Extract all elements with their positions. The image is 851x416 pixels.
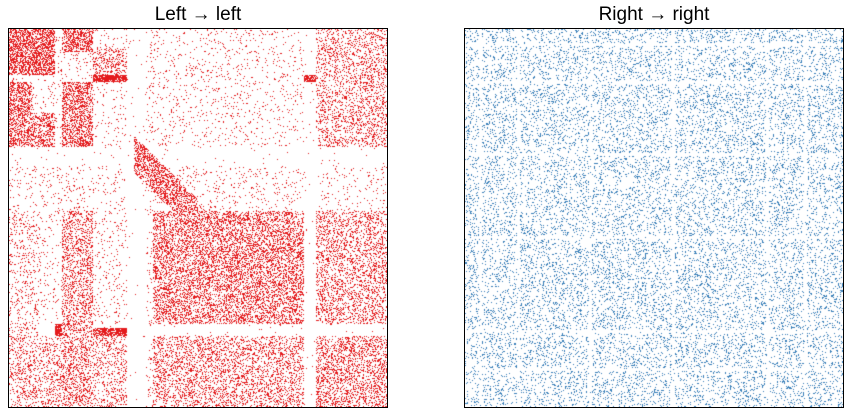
left-panel: Left → left	[8, 0, 388, 416]
right-adjacency-plot	[464, 28, 844, 408]
left-adjacency-dots	[9, 29, 387, 407]
right-panel: Right → right	[464, 0, 844, 416]
right-panel-title: Right → right	[598, 4, 710, 25]
right-adjacency-dots	[465, 29, 843, 407]
left-adjacency-plot	[8, 28, 388, 408]
left-panel-title: Left → left	[154, 4, 242, 25]
